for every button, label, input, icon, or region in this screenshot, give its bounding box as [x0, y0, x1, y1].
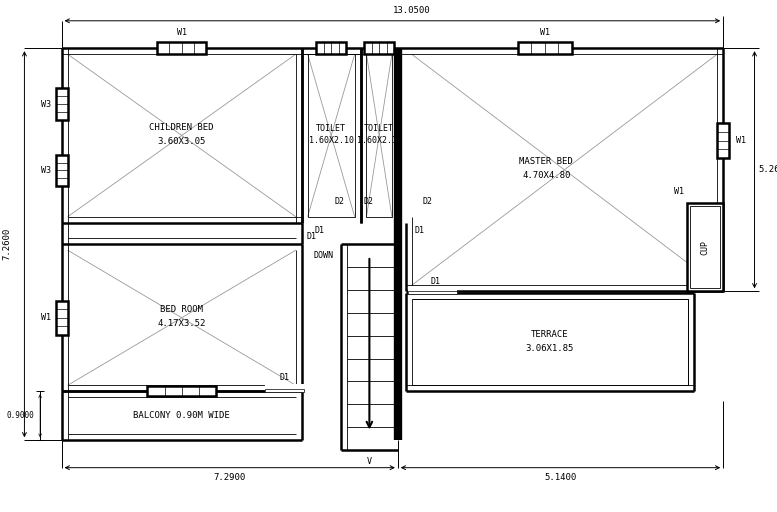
Text: W1: W1	[176, 28, 186, 37]
Text: 4.17X3.52: 4.17X3.52	[158, 319, 206, 328]
Text: D2: D2	[334, 197, 344, 206]
Text: 0.9000: 0.9000	[7, 411, 34, 420]
Bar	[367, 54, 392, 217]
Text: 13.0500: 13.0500	[393, 6, 430, 14]
Bar	[517, 42, 572, 54]
Text: CUP: CUP	[701, 240, 709, 254]
Text: D2: D2	[422, 197, 432, 206]
Text: TERRACE: TERRACE	[531, 330, 569, 339]
Text: 3.60X3.05: 3.60X3.05	[158, 137, 206, 146]
Text: 4.70X4.80: 4.70X4.80	[522, 171, 570, 180]
Text: 7.2600: 7.2600	[2, 228, 12, 261]
Bar	[316, 42, 346, 54]
Bar	[690, 206, 720, 288]
Text: DOWN: DOWN	[313, 251, 333, 261]
Bar	[308, 54, 354, 217]
Text: BALCONY 0.90M WIDE: BALCONY 0.90M WIDE	[134, 411, 230, 420]
Bar	[687, 203, 723, 291]
Bar	[264, 385, 304, 392]
Text: W3: W3	[41, 166, 51, 175]
Bar	[717, 123, 729, 158]
Text: W1: W1	[41, 313, 51, 322]
Bar	[56, 89, 68, 120]
Text: D1: D1	[315, 226, 325, 235]
Text: W1: W1	[540, 28, 550, 37]
Text: D2: D2	[364, 197, 374, 206]
Bar	[408, 286, 457, 294]
Text: W1: W1	[674, 187, 684, 196]
Text: 3.06X1.85: 3.06X1.85	[525, 344, 574, 353]
Text: 1.60X2.10: 1.60X2.10	[357, 136, 402, 145]
Text: V: V	[367, 457, 372, 466]
Text: CHILDREN BED: CHILDREN BED	[149, 123, 214, 132]
Text: D1: D1	[414, 226, 424, 235]
Text: 5.1400: 5.1400	[545, 473, 577, 482]
Bar	[157, 42, 206, 54]
Text: W3: W3	[41, 99, 51, 109]
Bar	[148, 387, 216, 396]
Text: TOILET: TOILET	[364, 124, 394, 133]
Bar	[56, 301, 68, 335]
Bar	[412, 299, 688, 386]
Text: BED ROOM: BED ROOM	[160, 305, 204, 314]
Bar	[364, 42, 394, 54]
Text: D1: D1	[307, 232, 316, 241]
Text: MASTER BED: MASTER BED	[519, 157, 573, 166]
Bar	[56, 155, 68, 186]
Text: D1: D1	[430, 277, 440, 286]
Text: D1: D1	[279, 373, 289, 382]
Text: 1.60X2.10: 1.60X2.10	[308, 136, 354, 145]
Text: W1: W1	[736, 136, 746, 145]
Bar	[264, 389, 304, 392]
Text: 5.2600: 5.2600	[758, 165, 777, 174]
Text: 7.2900: 7.2900	[214, 473, 246, 482]
Bar	[408, 291, 457, 294]
Text: TOILET: TOILET	[316, 124, 347, 133]
